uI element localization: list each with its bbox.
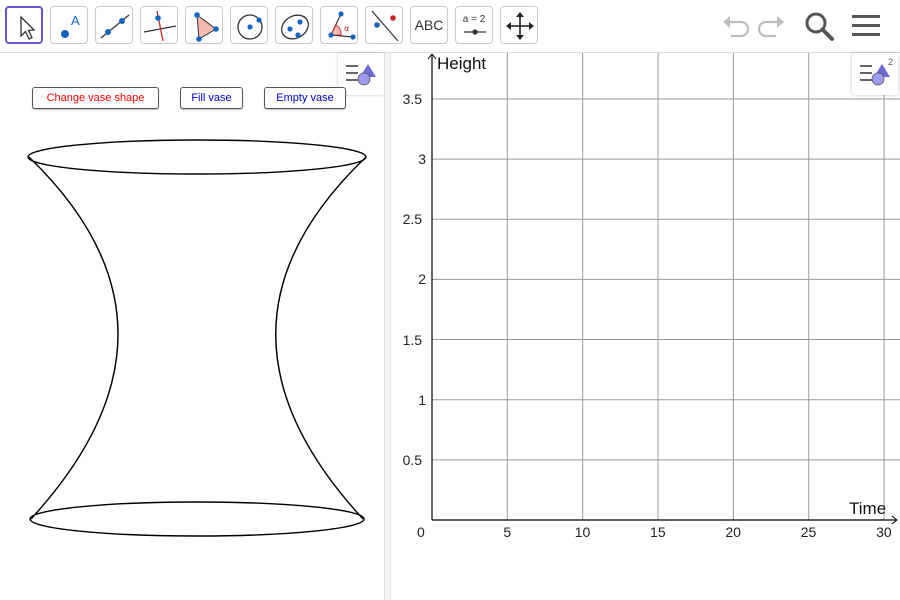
y-tick-label: 2 xyxy=(418,271,426,288)
style-bar-toggle-2[interactable]: 2 xyxy=(852,53,898,95)
circle-icon xyxy=(237,14,263,40)
reflect-tool-button[interactable] xyxy=(365,6,403,44)
redo-icon[interactable] xyxy=(756,10,788,42)
ellipse-tool-button[interactable] xyxy=(275,6,313,44)
circle-tool-button[interactable] xyxy=(230,6,268,44)
panel-divider[interactable] xyxy=(384,53,391,600)
vase-drawing xyxy=(27,139,367,537)
menu-icon[interactable] xyxy=(850,10,882,42)
perpendicular-line-tool-button[interactable] xyxy=(140,6,178,44)
polygon-icon xyxy=(194,12,219,42)
move-graphics-view-tool-button[interactable] xyxy=(500,6,538,44)
arrow-cursor-icon xyxy=(20,15,36,40)
origin-label: 0 xyxy=(417,524,425,540)
y-tick-label: 0.5 xyxy=(402,451,423,468)
slider-tool-button[interactable]: a = 2 xyxy=(455,6,493,44)
line-icon xyxy=(100,14,130,39)
style-bar-badge: 2 xyxy=(888,57,894,67)
y-axis-title: Height xyxy=(437,54,487,73)
angle-icon: α xyxy=(328,11,356,40)
toolbar: A xyxy=(0,0,900,53)
reflect-about-line-icon xyxy=(371,10,399,42)
perpendicular-line-icon xyxy=(143,10,177,42)
y-tick-label: 2.5 xyxy=(402,211,423,228)
x-tick-label: 30 xyxy=(876,524,892,540)
y-tick-label: 1.5 xyxy=(402,331,423,348)
empty-vase-button[interactable]: Empty vase xyxy=(264,87,346,109)
ellipse-icon xyxy=(281,14,309,40)
svg-text:α: α xyxy=(344,24,349,33)
svg-text:A: A xyxy=(71,13,80,28)
x-axis-arrow xyxy=(891,519,898,525)
x-tick-label: 20 xyxy=(725,524,741,540)
x-axis-title: Time xyxy=(849,499,887,518)
polygon-tool-button[interactable] xyxy=(185,6,223,44)
x-tick-label: 15 xyxy=(650,524,666,540)
change-vase-shape-button[interactable]: Change vase shape xyxy=(32,87,159,109)
x-tick-label: 25 xyxy=(800,524,817,540)
graph-canvas xyxy=(427,53,900,525)
slider-tool-label: a = 2 xyxy=(462,14,486,25)
y-axis-arrow xyxy=(427,53,433,60)
text-tool-label: ABC xyxy=(414,17,444,33)
move-tool-button[interactable] xyxy=(5,6,43,44)
style-bar-icon xyxy=(860,64,890,86)
point-icon: A xyxy=(61,13,80,38)
x-tick-label: 5 xyxy=(503,524,512,540)
point-tool-button[interactable]: A xyxy=(50,6,88,44)
graphics-view-2[interactable]: 5 10 15 20 25 30 0.5 1 1.5 2 2.5 3 3.5 Height Time 0… xyxy=(391,53,900,600)
line-tool-button[interactable] xyxy=(95,6,133,44)
x-tick-label: 10 xyxy=(574,524,591,540)
move-arrows-icon xyxy=(506,12,534,40)
style-bar-icon xyxy=(346,64,376,86)
y-tick-label: 3.5 xyxy=(402,90,423,107)
x-axis-arrow xyxy=(891,515,898,521)
angle-tool-button[interactable]: α xyxy=(320,6,358,44)
y-tick-label: 3 xyxy=(418,151,426,168)
y-tick-label: 1 xyxy=(418,391,426,408)
undo-icon[interactable] xyxy=(719,10,751,42)
fill-vase-button[interactable]: Fill vase xyxy=(180,87,243,109)
slider-icon xyxy=(464,29,486,35)
y-axis-arrow xyxy=(431,53,437,60)
graphics-view-1[interactable] xyxy=(0,53,384,600)
search-icon[interactable] xyxy=(803,10,835,42)
text-tool-button[interactable]: ABC xyxy=(410,6,448,44)
